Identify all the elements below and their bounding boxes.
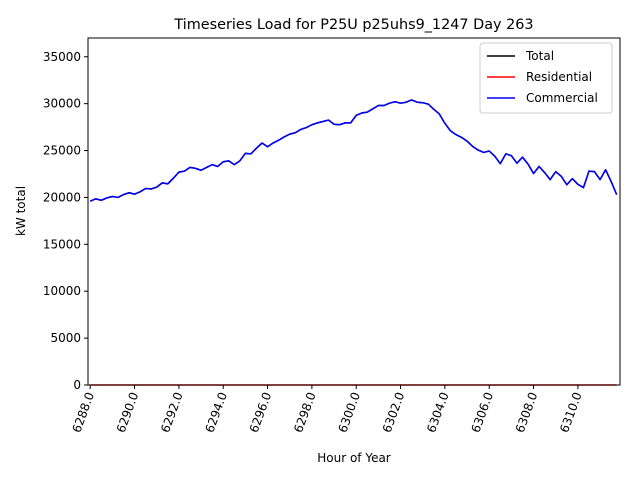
chart-title: Timeseries Load for P25U p25uhs9_1247 Da… xyxy=(173,17,533,33)
y-tick-label: 10000 xyxy=(43,284,81,298)
y-tick-label: 5000 xyxy=(50,331,81,345)
legend-frame xyxy=(479,42,613,114)
legend-label-residential: Residential xyxy=(526,70,592,84)
y-tick-label: 20000 xyxy=(43,190,81,204)
plot-frame xyxy=(87,37,621,386)
y-axis: 0 5000 10000 15000 20000 25000 30000 35000 xyxy=(43,50,88,392)
y-tick-label: 0 xyxy=(73,378,81,392)
legend-label-commercial: Commercial xyxy=(526,91,598,105)
y-tick-label: 15000 xyxy=(43,237,81,251)
legend-label-total: Total xyxy=(525,49,554,63)
series-line-commercial xyxy=(89,99,618,202)
y-tick-label: 25000 xyxy=(43,144,81,158)
y-tick-label: 35000 xyxy=(43,50,81,64)
y-axis-label: kW total xyxy=(14,186,28,236)
y-tick-label: 30000 xyxy=(43,97,81,111)
legend: Total Residential Commercial xyxy=(479,42,613,114)
x-axis-label: Hour of Year xyxy=(317,451,391,465)
